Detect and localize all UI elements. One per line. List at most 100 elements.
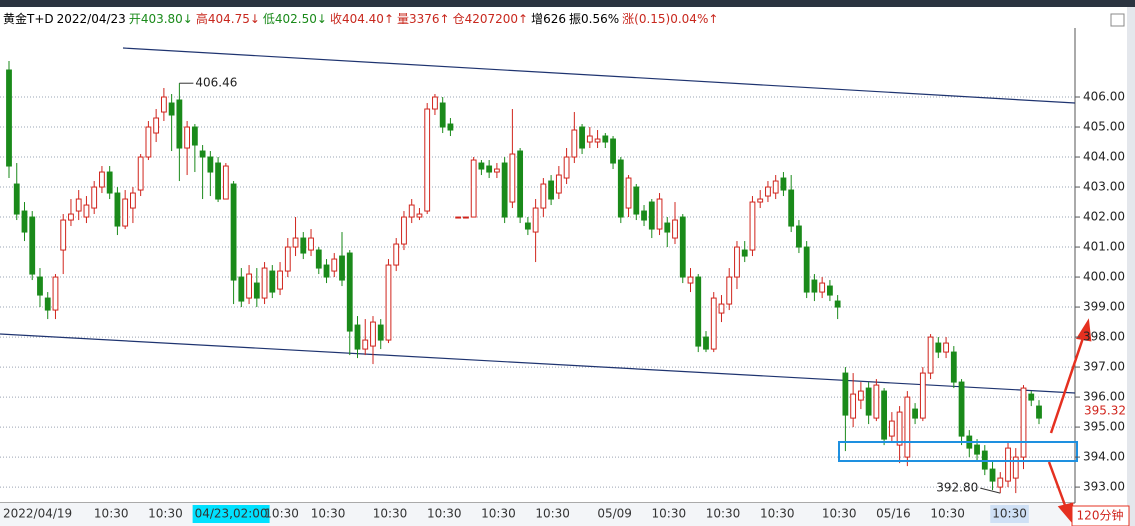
candle-body — [478, 162, 485, 170]
x-tick-label: 10:30 — [822, 507, 857, 521]
candle-body — [857, 390, 864, 401]
y-tick-label: 399.00 — [1083, 300, 1125, 314]
candle-body — [625, 177, 632, 209]
x-tick-label: 10:30 — [94, 507, 129, 521]
candle-body — [207, 156, 214, 173]
candle-body — [176, 99, 183, 149]
x-tick-label: 10:30 — [652, 507, 687, 521]
candle-body — [408, 204, 415, 218]
info-item: 高404.75↓ — [196, 11, 260, 26]
info-item: 增626 — [531, 12, 566, 26]
candle-body — [532, 207, 539, 233]
info-item: 仓4207200↑ — [453, 12, 529, 26]
candle-body — [145, 126, 152, 158]
candle-body — [571, 129, 578, 158]
candle-body — [757, 198, 764, 203]
candle-body — [602, 135, 609, 143]
candle-body — [749, 201, 756, 251]
candle-body — [362, 339, 369, 350]
candle-body — [648, 201, 655, 230]
info-item: 开403.80↓ — [129, 12, 193, 26]
y-tick-label: 396.00 — [1083, 390, 1125, 404]
candle-body — [44, 297, 51, 311]
x-tick-label: 10:30 — [535, 507, 570, 521]
candle-body — [803, 246, 810, 293]
candle-body — [772, 180, 779, 194]
x-tick-label: 10:30 — [481, 507, 516, 521]
x-tick-label: 04/23,02:00 — [195, 507, 268, 521]
candle-body — [594, 138, 601, 143]
candle-body — [122, 198, 129, 227]
candle-body — [385, 264, 392, 341]
candle-body — [68, 213, 74, 221]
info-item: 量3376↑ — [397, 12, 450, 26]
candle-body — [741, 249, 748, 257]
candle-body — [191, 126, 198, 146]
candle-body — [277, 270, 283, 290]
candle-body — [261, 267, 268, 299]
candle-body — [780, 177, 787, 191]
info-item: 振0.56% — [569, 12, 619, 26]
candle-body — [83, 204, 90, 218]
candle-body — [842, 372, 849, 416]
x-label-highlight — [192, 505, 270, 523]
period-box[interactable] — [1071, 505, 1130, 526]
y-tick-label: 401.00 — [1083, 240, 1125, 254]
panel-button[interactable] — [1110, 13, 1125, 27]
candle-body — [432, 96, 438, 110]
candle-body — [788, 189, 795, 227]
info-item: 黄金T+D — [3, 11, 54, 26]
candle-body — [269, 270, 276, 293]
candle-body — [687, 276, 694, 284]
info-item: 低402.50↓ — [263, 12, 327, 26]
candle-body — [656, 198, 663, 230]
candle-body — [416, 213, 423, 218]
candle-body — [617, 159, 624, 218]
candle-body — [253, 282, 260, 299]
candle-body — [52, 276, 59, 311]
candle-body — [912, 408, 918, 419]
candle-body — [997, 477, 1004, 488]
x-label-highlight — [990, 505, 1029, 523]
candle-body — [718, 303, 725, 314]
candle-body — [401, 216, 407, 245]
candle-body — [950, 351, 957, 383]
info-item: 收404.40↑ — [330, 12, 394, 26]
x-tick-label: 10:30 — [760, 507, 795, 521]
candle-body — [563, 156, 570, 179]
candle-body — [21, 210, 28, 233]
candle-body — [424, 108, 431, 212]
candle-body — [393, 243, 400, 266]
arrow-head — [1075, 318, 1092, 342]
x-tick-label: 10:30 — [992, 507, 1027, 521]
candle-body — [292, 237, 299, 248]
candle-body — [106, 171, 113, 194]
candle-body — [873, 384, 880, 419]
candle-body — [114, 192, 121, 227]
y-tick-label: 397.00 — [1083, 360, 1125, 374]
y-tick-label: 393.00 — [1083, 480, 1125, 494]
candle-body — [130, 192, 136, 209]
candle-body — [796, 225, 802, 248]
candles — [6, 61, 1042, 494]
x-tick-label: 05/09 — [597, 507, 632, 521]
candle-body — [168, 102, 175, 116]
candle-body — [199, 150, 206, 158]
candle-body — [6, 69, 12, 167]
x-tick-label: 10:30 — [148, 507, 183, 521]
candle-body — [1028, 393, 1035, 401]
y-tick-label: 398.00 — [1083, 330, 1125, 344]
candle-body — [1012, 456, 1019, 479]
candle-body — [37, 276, 43, 296]
y-tick-label: 394.00 — [1083, 450, 1125, 464]
toolbar-strip — [0, 0, 1135, 7]
candle-body — [958, 381, 965, 437]
candle-body — [524, 222, 531, 230]
candle-body — [99, 171, 105, 188]
candle-body — [1020, 387, 1027, 458]
x-tick-label: 10:30 — [373, 507, 408, 521]
candle-body — [470, 159, 477, 218]
candle-body — [137, 156, 144, 191]
candle-body — [548, 180, 555, 200]
period-label[interactable]: 120分钟 — [1077, 508, 1124, 523]
